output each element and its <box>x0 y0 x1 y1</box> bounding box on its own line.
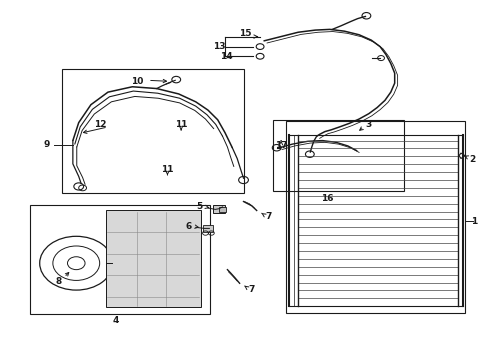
Text: 12: 12 <box>94 120 107 129</box>
Text: 7: 7 <box>265 212 271 221</box>
Text: 14: 14 <box>219 52 232 61</box>
Text: 9: 9 <box>44 140 50 149</box>
Text: 2: 2 <box>468 155 475 164</box>
Text: 1: 1 <box>470 217 477 226</box>
Text: 15: 15 <box>239 29 251 38</box>
Text: 4: 4 <box>112 316 118 325</box>
Text: 3: 3 <box>365 120 371 129</box>
Text: 10: 10 <box>131 77 143 86</box>
Bar <box>219 207 225 212</box>
Text: 6: 6 <box>185 222 191 231</box>
Text: 16: 16 <box>321 194 333 203</box>
Bar <box>272 120 404 192</box>
Text: 8: 8 <box>55 276 61 285</box>
Bar <box>213 205 224 213</box>
Text: 11: 11 <box>175 120 187 129</box>
Bar <box>61 69 244 193</box>
Bar <box>203 225 212 231</box>
Text: 7: 7 <box>248 285 254 294</box>
Bar <box>105 211 200 307</box>
Text: 11: 11 <box>161 165 173 174</box>
Text: 17: 17 <box>274 141 287 150</box>
Bar <box>30 205 210 315</box>
Bar <box>285 121 465 313</box>
Text: 13: 13 <box>212 42 225 51</box>
Text: 5: 5 <box>196 202 203 211</box>
